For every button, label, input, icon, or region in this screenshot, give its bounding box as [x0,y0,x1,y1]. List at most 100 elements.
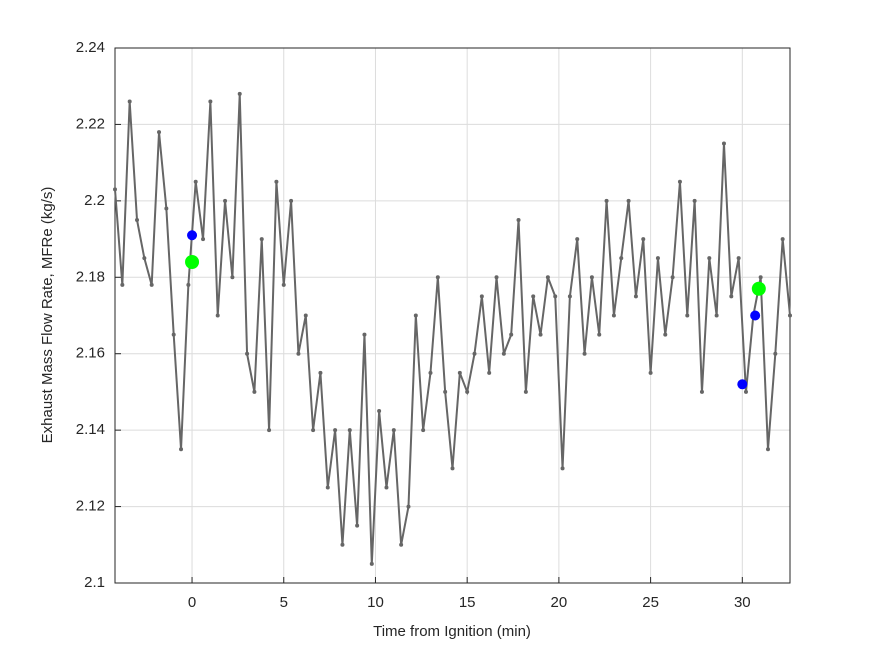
data-point [149,282,154,287]
data-point [135,217,140,222]
data-point [384,485,389,490]
data-point [553,294,558,299]
data-point [487,370,492,375]
data-point [120,282,125,287]
data-point [531,294,536,299]
data-point [648,370,653,375]
data-point [699,389,704,394]
data-point [245,351,250,356]
data-point [289,198,294,203]
y-tick-label: 2.22 [76,115,105,132]
data-point [421,428,426,433]
data-point [677,179,682,184]
data-point [252,389,257,394]
x-tick-label: 0 [188,594,196,611]
y-tick-label: 2.14 [76,421,105,438]
data-point [186,282,191,287]
data-point [692,198,697,203]
x-tick-label: 10 [367,594,384,611]
y-tick-label: 2.18 [76,268,105,285]
data-point [633,294,638,299]
data-point [406,504,411,509]
data-point [303,313,308,318]
y-tick-label: 2.1 [84,574,105,591]
data-point [721,141,726,146]
data-point [340,542,345,547]
data-point [391,428,396,433]
highlight-point [185,255,200,269]
data-point [765,447,770,452]
data-point [538,332,543,337]
data-point [567,294,572,299]
data-point [604,198,609,203]
data-point [560,466,565,471]
data-point [736,256,741,261]
highlight-point [750,310,761,321]
data-point [450,466,455,471]
plot-area [115,48,790,583]
data-point [428,370,433,375]
data-point [237,91,242,96]
data-point [281,282,286,287]
x-tick-label: 5 [280,594,288,611]
data-point [223,198,228,203]
data-point [758,275,763,280]
data-point [347,428,352,433]
data-point [164,206,169,211]
data-point [611,313,616,318]
x-tick-label: 15 [459,594,476,611]
y-tick-label: 2.2 [84,192,105,209]
data-point [127,99,132,104]
data-point [215,313,220,318]
data-point [589,275,594,280]
data-point [465,389,470,394]
data-point [274,179,279,184]
data-point [171,332,176,337]
data-point [259,237,264,242]
data-point [780,237,785,242]
data-point [494,275,499,280]
data-point [641,237,646,242]
data-point [179,447,184,452]
data-point [472,351,477,356]
data-point [355,523,360,528]
data-point [333,428,338,433]
y-tick-label: 2.12 [76,498,105,515]
data-point [325,485,330,490]
data-point [113,187,117,192]
data-point [435,275,440,280]
data-point [479,294,484,299]
x-tick-label: 20 [551,594,568,611]
data-point [193,179,198,184]
data-point [509,332,514,337]
y-tick-label: 2.24 [76,39,105,56]
data-point [707,256,712,261]
x-tick-label: 25 [642,594,659,611]
data-point [230,275,235,280]
data-point [201,237,206,242]
data-point [413,313,418,318]
data-point [597,332,602,337]
data-point [714,313,719,318]
x-tick-label: 30 [734,594,751,611]
y-tick-label: 2.16 [76,345,105,362]
data-point [729,294,734,299]
data-point [743,389,748,394]
highlight-point [737,379,748,390]
data-point [377,409,382,414]
data-point [501,351,506,356]
data-point [296,351,301,356]
data-point [788,313,792,318]
data-point [655,256,660,261]
data-point [773,351,778,356]
data-point [685,313,690,318]
data-point [311,428,316,433]
data-point [663,332,668,337]
data-point [369,561,374,566]
data-point [619,256,624,261]
data-point [318,370,323,375]
data-point [157,130,162,135]
data-point [626,198,631,203]
data-point [545,275,550,280]
